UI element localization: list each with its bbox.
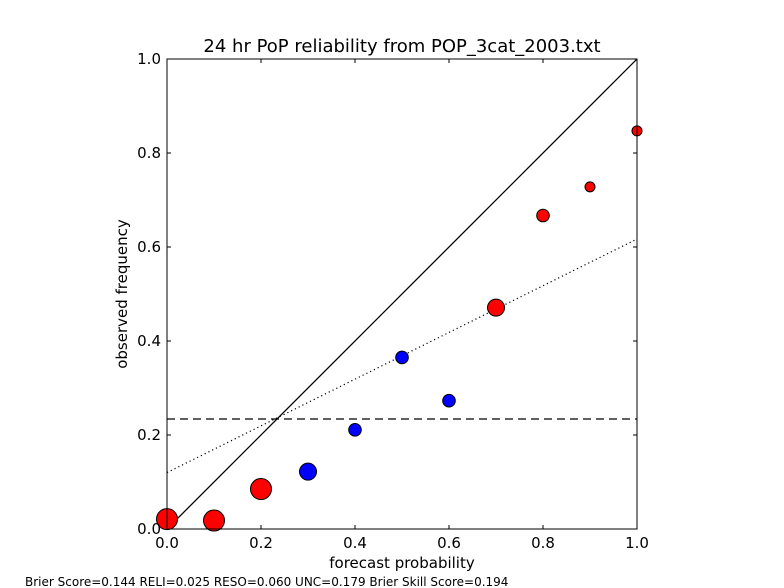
perfect-reliability-line: [167, 59, 637, 529]
x-axis-label: forecast probability: [329, 554, 475, 572]
x-tick-label: 0.8: [531, 534, 555, 552]
x-tick-label: 0.2: [249, 534, 273, 552]
data-point-7: [487, 298, 505, 317]
data-point-1: [203, 509, 225, 532]
data-point-2: [250, 478, 272, 501]
data-point-4: [348, 423, 362, 437]
y-tick-label: 0.6: [137, 238, 161, 256]
data-points: [156, 125, 643, 532]
y-tick-label: 0.2: [137, 426, 161, 444]
brier-score-summary: Brier Score=0.144 RELI=0.025 RESO=0.060 …: [25, 575, 508, 588]
x-tick-label: 1.0: [625, 534, 649, 552]
y-tick-label: 0.0: [137, 520, 161, 538]
fit-line: [167, 238, 637, 474]
data-point-9: [584, 181, 596, 193]
data-point-8: [536, 208, 550, 223]
y-tick-label: 1.0: [137, 50, 161, 68]
axis-ticks: 0.0 0.2 0.4 0.6 0.8 1.0 0.0 0.2 0.4 0.6 0.8 1.0: [137, 50, 649, 552]
data-point-3: [299, 462, 317, 481]
x-tick-label: 0.4: [343, 534, 367, 552]
x-tick-label: 0.0: [155, 534, 179, 552]
y-tick-label: 0.8: [137, 144, 161, 162]
plot-frame: [166, 58, 638, 530]
plot-area: [167, 59, 637, 529]
data-point-6: [442, 393, 456, 408]
chart-title: 24 hr PoP reliability from POP_3cat_2003…: [203, 36, 600, 57]
data-point-5: [395, 350, 409, 365]
y-tick-label: 0.4: [137, 332, 161, 350]
x-tick-label: 0.6: [437, 534, 461, 552]
y-axis-label: observed frequency: [113, 219, 131, 369]
